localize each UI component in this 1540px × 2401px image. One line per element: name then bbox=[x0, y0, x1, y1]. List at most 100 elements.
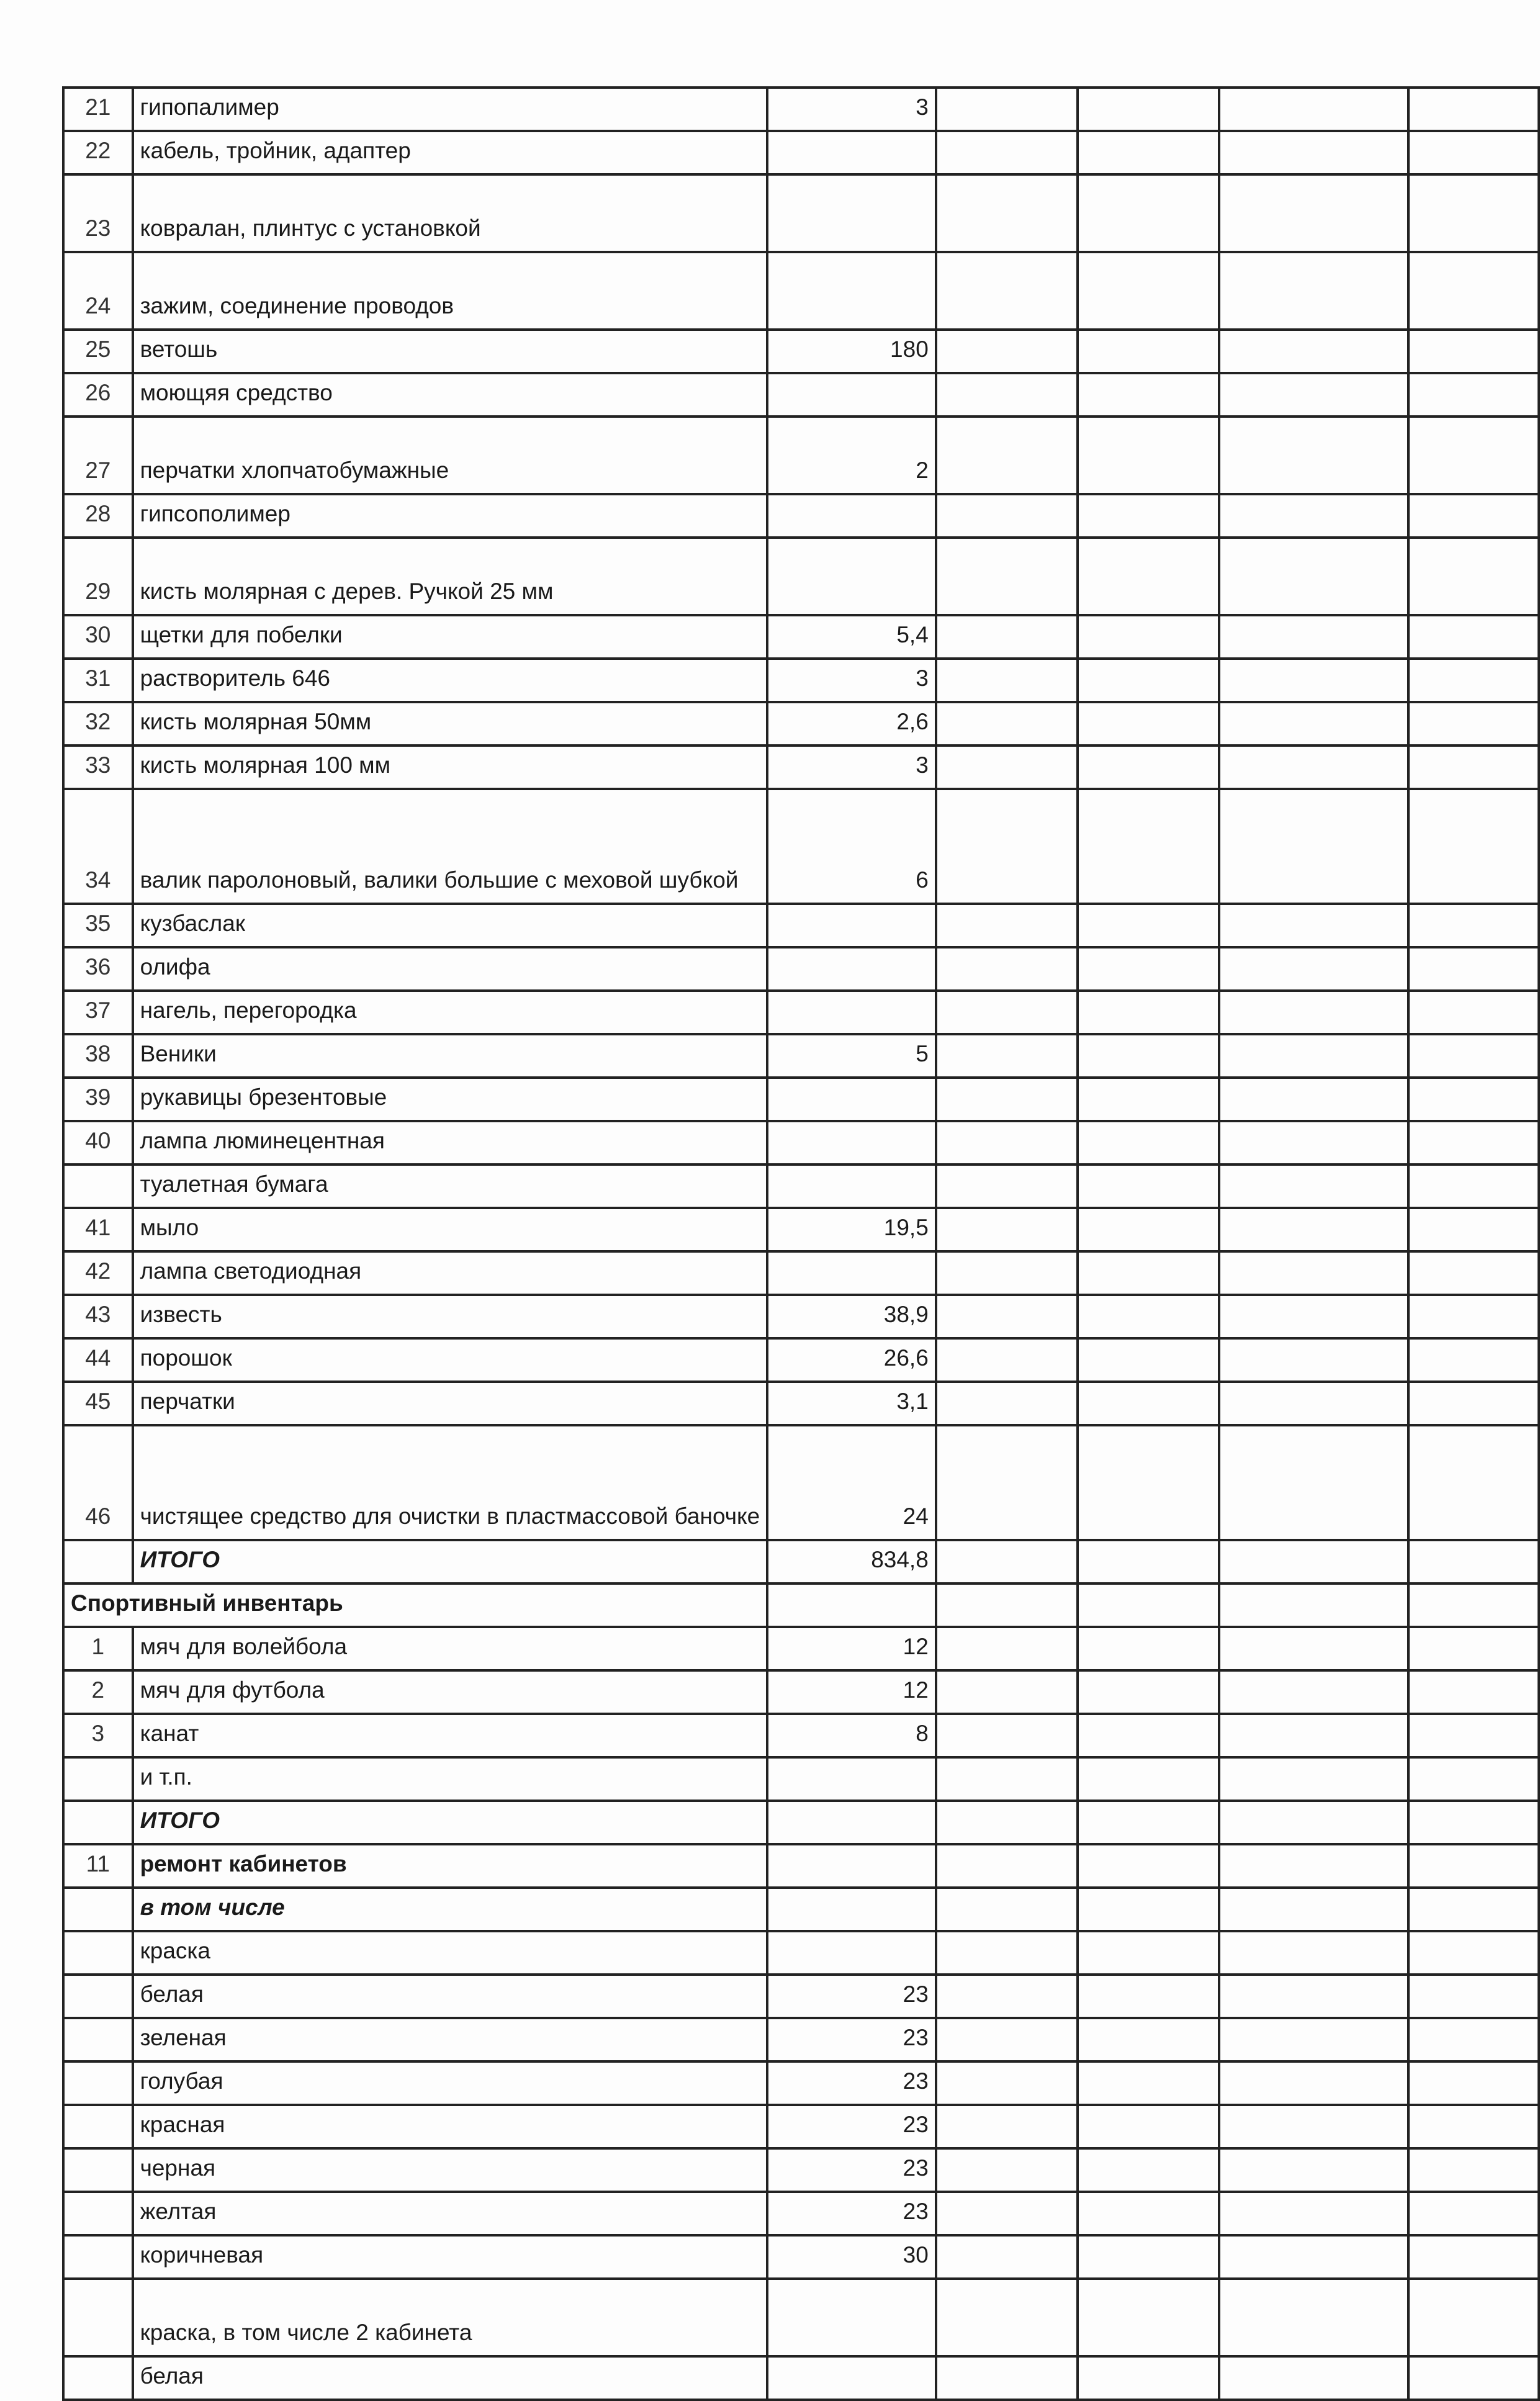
row-number bbox=[62, 2104, 134, 2150]
empty-cell bbox=[1218, 1669, 1410, 1715]
table-row: коричневая 30 bbox=[62, 2234, 1540, 2280]
empty-cell bbox=[934, 788, 1079, 905]
row-number: 3 bbox=[62, 1713, 134, 1759]
empty-cell bbox=[934, 1713, 1079, 1759]
item-name: валик паролоновый, валики большие с мехо… bbox=[131, 788, 769, 905]
empty-cell bbox=[934, 1539, 1079, 1585]
table-row: 25 ветошь 180 bbox=[62, 328, 1540, 374]
item-name: известь bbox=[131, 1294, 769, 1340]
empty-cell bbox=[1076, 989, 1221, 1035]
row-number: 23 bbox=[62, 173, 134, 253]
table-row: краска bbox=[62, 1930, 1540, 1976]
empty-cell bbox=[1407, 2355, 1540, 2401]
item-name: голубая bbox=[131, 2060, 769, 2106]
item-quantity: 3 bbox=[766, 657, 937, 703]
row-number bbox=[62, 2191, 134, 2237]
table-row: красная 23 bbox=[62, 2104, 1540, 2150]
item-quantity: 5,4 bbox=[766, 614, 937, 660]
empty-cell bbox=[1218, 372, 1410, 418]
table-row: белая 23 bbox=[62, 1973, 1540, 2019]
item-name: порошок bbox=[131, 1337, 769, 1383]
empty-cell bbox=[1076, 1381, 1221, 1426]
empty-cell bbox=[934, 946, 1079, 992]
empty-cell bbox=[1076, 657, 1221, 703]
empty-cell bbox=[1407, 1381, 1540, 1426]
item-name: черная bbox=[131, 2147, 769, 2193]
empty-cell bbox=[1218, 1930, 1410, 1976]
empty-cell bbox=[1076, 1163, 1221, 1209]
item-name: коричневая bbox=[131, 2234, 769, 2280]
item-name: краска, в том числе 2 кабинета bbox=[131, 2277, 769, 2358]
empty-cell bbox=[1218, 1381, 1410, 1426]
empty-cell bbox=[1218, 1424, 1410, 1541]
item-name: кисть молярная с дерев. Ручкой 25 мм bbox=[131, 536, 769, 616]
item-name: белая bbox=[131, 1973, 769, 2019]
item-quantity: 6 bbox=[766, 788, 937, 905]
table-row: черная 23 bbox=[62, 2147, 1540, 2193]
empty-cell bbox=[1407, 1424, 1540, 1541]
item-quantity bbox=[766, 903, 937, 948]
row-number: 36 bbox=[62, 946, 134, 992]
empty-cell bbox=[1407, 1886, 1540, 1932]
empty-cell bbox=[1076, 1669, 1221, 1715]
table-row: 35 кузбаслак bbox=[62, 903, 1540, 948]
empty-cell bbox=[1407, 744, 1540, 790]
table-row: 11 ремонт кабинетов bbox=[62, 1843, 1540, 1889]
empty-cell bbox=[1076, 701, 1221, 747]
empty-cell bbox=[1218, 614, 1410, 660]
empty-cell bbox=[1076, 903, 1221, 948]
row-number: 37 bbox=[62, 989, 134, 1035]
empty-cell bbox=[1076, 1626, 1221, 1672]
empty-cell bbox=[934, 372, 1079, 418]
item-name: ИТОГО bbox=[131, 1800, 769, 1845]
empty-cell bbox=[1218, 1843, 1410, 1889]
empty-cell bbox=[934, 1120, 1079, 1166]
item-quantity: 12 bbox=[766, 1626, 937, 1672]
empty-cell bbox=[1076, 1582, 1221, 1628]
row-number: 44 bbox=[62, 1337, 134, 1383]
empty-cell bbox=[1218, 86, 1410, 132]
empty-cell bbox=[934, 1337, 1079, 1383]
empty-cell bbox=[934, 130, 1079, 176]
item-quantity: 23 bbox=[766, 1973, 937, 2019]
empty-cell bbox=[1218, 2147, 1410, 2193]
item-name: кабель, тройник, адаптер bbox=[131, 130, 769, 176]
empty-cell bbox=[934, 903, 1079, 948]
empty-cell bbox=[1218, 1294, 1410, 1340]
empty-cell bbox=[1407, 251, 1540, 331]
empty-cell bbox=[1407, 1713, 1540, 1759]
table-row: туалетная бумага bbox=[62, 1163, 1540, 1209]
empty-cell bbox=[934, 2104, 1079, 2150]
empty-cell bbox=[1407, 2234, 1540, 2280]
empty-cell bbox=[1407, 130, 1540, 176]
table-row: 34 валик паролоновый, валики большие с ме… bbox=[62, 788, 1540, 905]
table-row: 23 ковралан, плинтус с установкой bbox=[62, 173, 1540, 253]
empty-cell bbox=[1076, 614, 1221, 660]
empty-cell bbox=[1407, 86, 1540, 132]
table-row: в том числе bbox=[62, 1886, 1540, 1932]
empty-cell bbox=[1076, 415, 1221, 495]
item-name: перчатки хлопчатобумажные bbox=[131, 415, 769, 495]
empty-cell bbox=[934, 1250, 1079, 1296]
empty-cell bbox=[1407, 2060, 1540, 2106]
row-number: 39 bbox=[62, 1076, 134, 1122]
table-row: голубая 23 bbox=[62, 2060, 1540, 2106]
empty-cell bbox=[1076, 1033, 1221, 1079]
empty-cell bbox=[1218, 701, 1410, 747]
table-row: 31 растворитель 646 3 bbox=[62, 657, 1540, 703]
item-quantity bbox=[766, 1756, 937, 1802]
table-row: 45 перчатки 3,1 bbox=[62, 1381, 1540, 1426]
empty-cell bbox=[1218, 415, 1410, 495]
empty-cell bbox=[1218, 989, 1410, 1035]
item-quantity bbox=[766, 1886, 937, 1932]
empty-cell bbox=[1076, 1800, 1221, 1845]
row-number bbox=[62, 2234, 134, 2280]
table-row: белая bbox=[62, 2355, 1540, 2401]
item-name: олифа bbox=[131, 946, 769, 992]
table-row: 21 гипопалимер 3 bbox=[62, 86, 1540, 132]
table-row: 39 рукавицы брезентовые bbox=[62, 1076, 1540, 1122]
empty-cell bbox=[1407, 1033, 1540, 1079]
item-name: нагель, перегородка bbox=[131, 989, 769, 1035]
empty-cell bbox=[1407, 946, 1540, 992]
empty-cell bbox=[1218, 536, 1410, 616]
